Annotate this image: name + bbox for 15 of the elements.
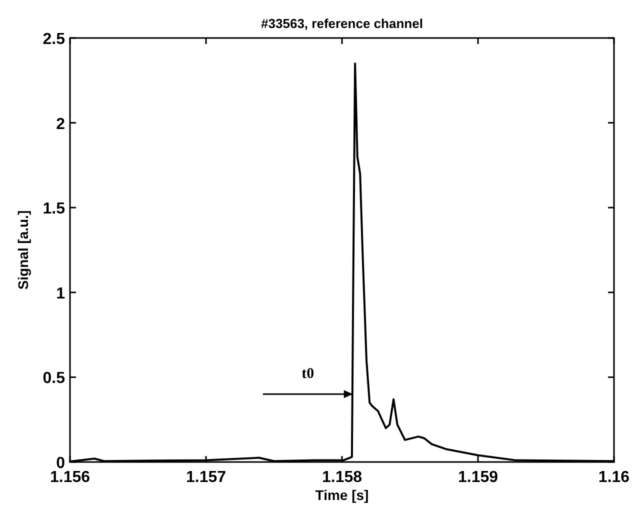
y-tick-label: 1.5 (42, 200, 66, 218)
x-tick-label: 1.157 (186, 469, 226, 486)
y-tick-label: 0 (56, 455, 66, 472)
y-tick-label: 0.5 (42, 370, 66, 388)
y-tick-label: 2 (56, 116, 66, 133)
y-tick-label: 1 (56, 285, 66, 302)
x-tick-label: 1.158 (322, 469, 362, 486)
y-tick-label: 2.5 (42, 31, 66, 48)
chart-title: #33563, reference channel (261, 16, 423, 31)
x-axis-title: Time [s] (315, 487, 369, 503)
annotation: t0 (302, 366, 314, 382)
x-tick-label: 1.16 (598, 469, 630, 486)
x-tick-label: 1.156 (50, 469, 90, 486)
x-tick-label: 1.159 (458, 469, 498, 486)
y-axis-title: Signal [a.u.] (15, 210, 31, 290)
